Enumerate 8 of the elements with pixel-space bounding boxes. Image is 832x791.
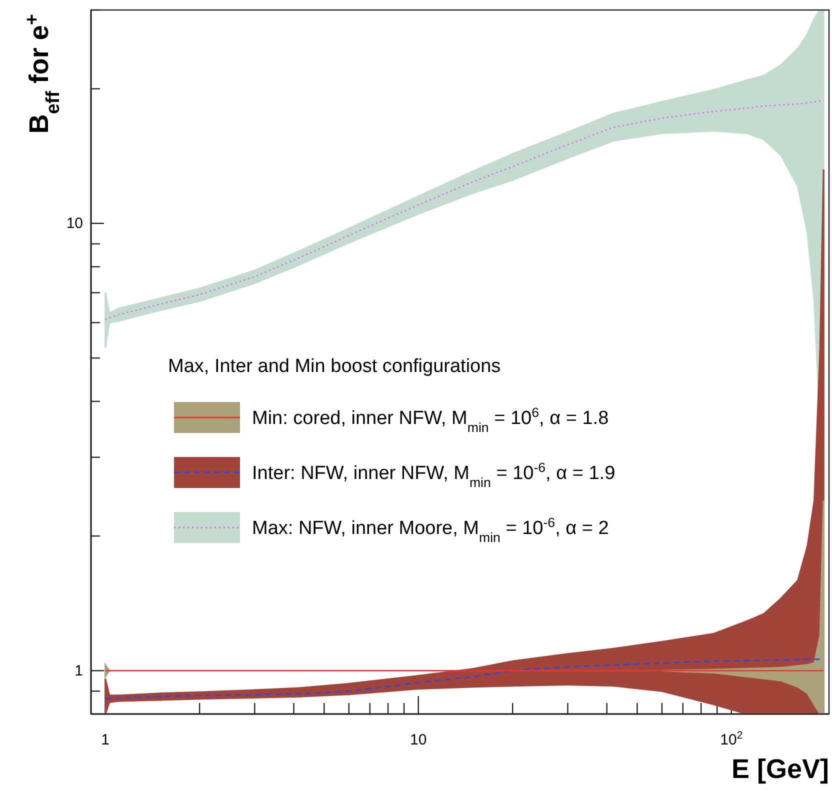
legend-label: Inter: NFW, inner NFW, M$_{min}$ = 10$^{-6}$, α = 1.9 [252,460,616,490]
x-tick-label: 10$^{2}$ [720,730,743,749]
legend-label: Max: NFW, inner Moore, M$_{min}$ = 10$^{-6}$, α = 2 [252,514,609,544]
legend-title: Max, Inter and Min boost configurations [168,356,501,377]
x-tick-label: 1 [101,732,110,749]
x-axis-title: E [GeV] [731,754,829,784]
x-tick-label: 10 [410,732,427,749]
legend-label: Min: cored, inner NFW, M$_{min}$ = 10$^{6}$, α = 1.8 [252,404,609,434]
